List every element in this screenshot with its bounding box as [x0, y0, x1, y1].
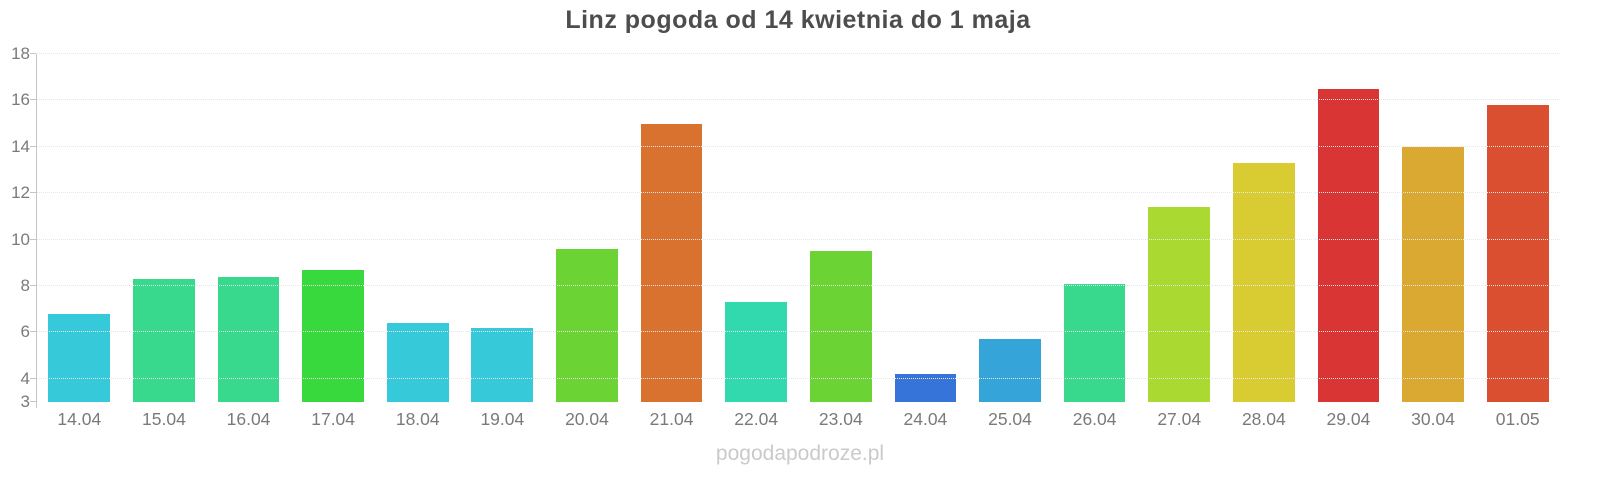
bar-slot-23.04	[798, 54, 883, 402]
y-tick-6	[30, 331, 36, 333]
x-axis-label-26.04: 26.04	[1072, 409, 1117, 429]
y-axis-label-6: 6	[20, 322, 30, 342]
bar-20.04[interactable]	[556, 248, 618, 402]
y-tick-3	[30, 401, 36, 402]
bar-25.04[interactable]	[979, 339, 1041, 402]
bar-slot-01.05	[1475, 54, 1560, 402]
x-axis-label-15.04: 15.04	[142, 409, 186, 429]
x-axis-label-21.04: 21.04	[649, 409, 694, 429]
plot-area	[30, 53, 1560, 408]
bar-slot-26.04	[1052, 54, 1137, 402]
y-axis-label-4: 4	[20, 368, 30, 388]
y-tick-12	[30, 192, 36, 194]
bar-18.04[interactable]	[386, 323, 449, 402]
y-axis-label-16: 16	[11, 90, 30, 110]
bar-22.04[interactable]	[725, 302, 788, 402]
bar-slot-19.04	[460, 54, 545, 402]
bar-slot-14.04	[37, 54, 122, 402]
y-axis-label-8: 8	[20, 276, 30, 296]
y-axis: 3 4 6 8 10 12 14 16 18	[0, 44, 30, 411]
gridline-18	[37, 53, 1560, 54]
bar-slot-29.04	[1306, 54, 1391, 402]
bar-23.04[interactable]	[809, 251, 872, 402]
bar-slot-18.04	[375, 54, 460, 402]
gridline-14	[37, 145, 1560, 147]
bar-27.04[interactable]	[1148, 207, 1211, 402]
gridline-12	[37, 192, 1560, 194]
y-axis-line	[36, 54, 37, 408]
bar-slot-24.04	[883, 54, 968, 402]
bar-slot-20.04	[545, 54, 630, 402]
y-axis-label-14: 14	[11, 136, 30, 156]
y-tick-10	[30, 238, 36, 240]
x-axis-label-17.04: 17.04	[311, 409, 356, 429]
gridline-10	[37, 238, 1560, 240]
x-axis-label-23.04: 23.04	[818, 409, 863, 429]
x-axis-label-18.04: 18.04	[395, 409, 440, 429]
bar-16.04[interactable]	[217, 276, 280, 402]
bar-19.04[interactable]	[471, 327, 534, 402]
y-axis-label-18: 18	[11, 44, 30, 63]
gridline-8	[37, 285, 1560, 286]
x-axis-label-24.04: 24.04	[903, 409, 948, 429]
bar-15.04[interactable]	[133, 279, 195, 402]
x-axis-label-25.04: 25.04	[988, 409, 1032, 429]
x-axis-labels: 14.04 15.04 16.04 17.04 18.04 19.04 20.04 21.04…	[37, 409, 1560, 430]
bar-slot-25.04	[968, 54, 1053, 402]
bar-21.04[interactable]	[640, 123, 703, 402]
bar-01.05[interactable]	[1486, 105, 1549, 402]
gridline-6	[37, 331, 1560, 333]
bar-29.04[interactable]	[1317, 88, 1380, 402]
y-tick-14	[30, 145, 36, 147]
x-axis-label-22.04: 22.04	[734, 409, 779, 429]
y-axis-label-3: 3	[20, 392, 30, 411]
x-axis-label-27.04: 27.04	[1157, 409, 1202, 429]
bar-17.04[interactable]	[302, 269, 364, 402]
y-tick-16	[30, 99, 36, 101]
bar-slot-16.04	[206, 54, 291, 402]
x-axis-label-14.04: 14.04	[57, 409, 102, 429]
watermark: pogodapodroze.pl	[715, 442, 885, 465]
x-axis-label-19.04: 19.04	[480, 409, 525, 429]
bar-series	[37, 54, 1560, 402]
x-axis-label-20.04: 20.04	[565, 409, 609, 429]
bar-slot-27.04	[1137, 54, 1222, 402]
y-axis-label-10: 10	[11, 229, 30, 249]
y-axis-label-12: 12	[11, 183, 30, 203]
gridline-16	[37, 99, 1560, 101]
gridline-4	[37, 377, 1560, 379]
y-tick-18	[30, 53, 36, 54]
bar-30.04[interactable]	[1402, 146, 1464, 402]
chart-title: Linz pogoda od 14 kwietnia do 1 maja	[565, 6, 1031, 34]
x-axis-label-29.04: 29.04	[1326, 409, 1371, 429]
x-axis-label-16.04: 16.04	[226, 409, 271, 429]
bar-26.04[interactable]	[1063, 283, 1126, 402]
bar-14.04[interactable]	[48, 313, 111, 402]
x-axis-label-30.04: 30.04	[1411, 409, 1455, 429]
y-tick-4	[30, 377, 36, 379]
y-tick-8	[30, 285, 36, 286]
bar-slot-21.04	[629, 54, 714, 402]
bar-28.04[interactable]	[1232, 163, 1295, 402]
x-axis-label-01.05: 01.05	[1495, 409, 1540, 429]
bar-slot-17.04	[291, 54, 376, 402]
bar-slot-28.04	[1222, 54, 1307, 402]
bar-slot-22.04	[714, 54, 799, 402]
x-axis-label-28.04: 28.04	[1241, 409, 1286, 429]
bar-slot-15.04	[122, 54, 207, 402]
bar-slot-30.04	[1391, 54, 1476, 402]
